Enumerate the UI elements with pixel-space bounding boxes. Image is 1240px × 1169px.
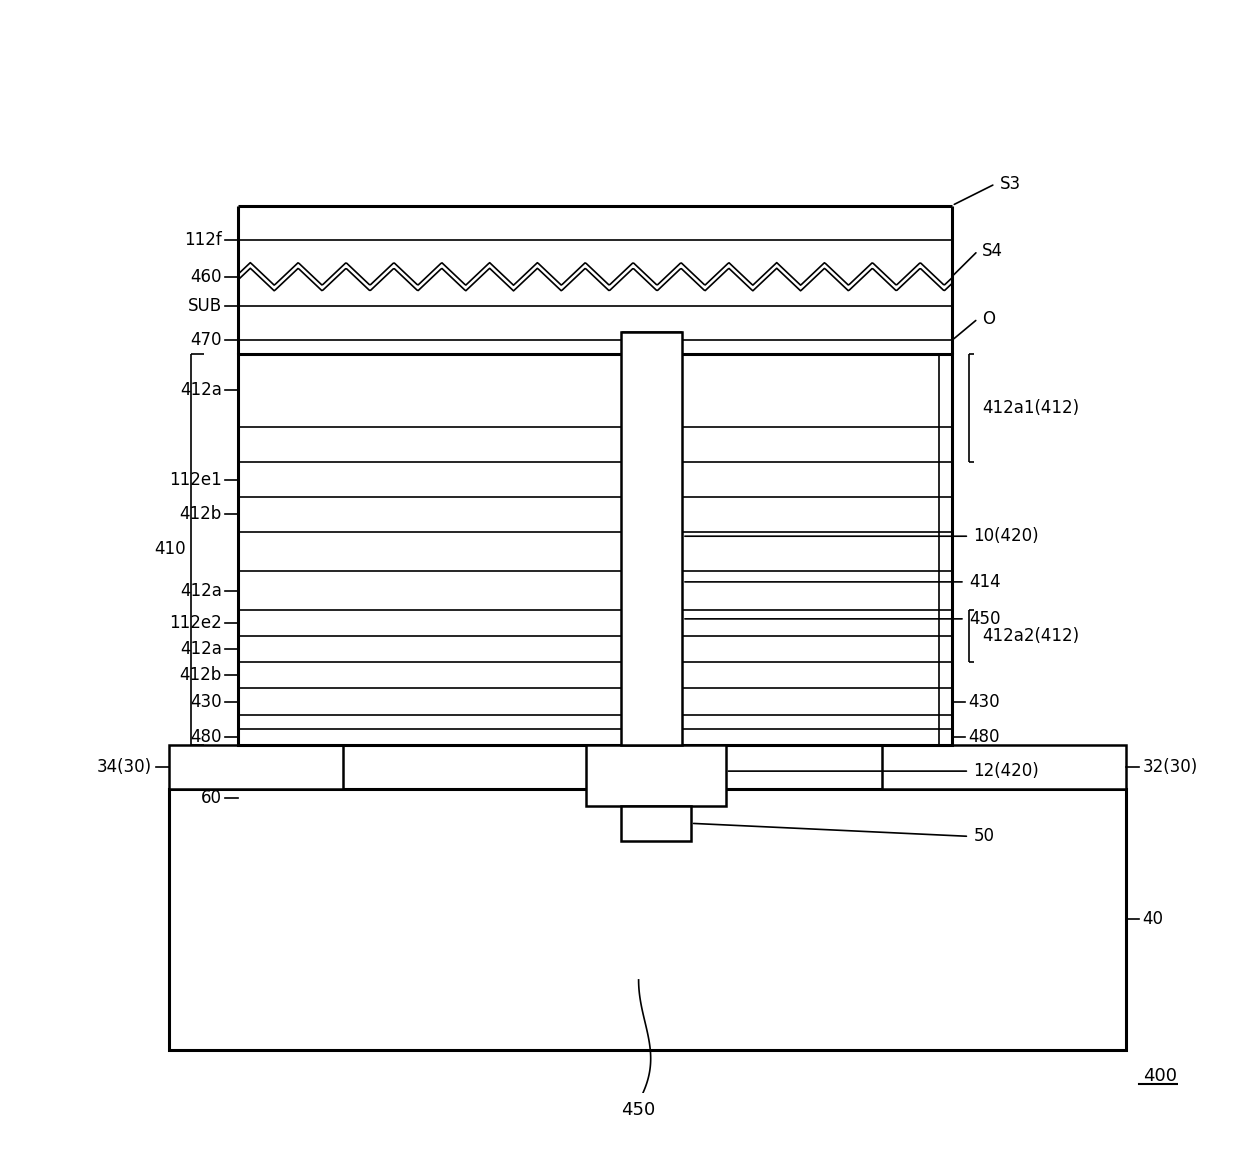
Text: 60: 60	[201, 789, 222, 807]
Text: 112e2: 112e2	[169, 614, 222, 632]
Text: 412a: 412a	[180, 641, 222, 658]
Text: 412a: 412a	[180, 381, 222, 400]
Text: S3: S3	[999, 175, 1021, 193]
Text: 34(30): 34(30)	[97, 758, 153, 776]
Text: 112e1: 112e1	[169, 471, 222, 489]
Text: 12(420): 12(420)	[973, 762, 1039, 780]
Text: S4: S4	[982, 242, 1003, 260]
Bar	[882, 745, 1126, 789]
Text: 412b: 412b	[180, 505, 222, 524]
Bar	[238, 353, 952, 745]
Bar	[621, 332, 682, 745]
Bar	[169, 745, 342, 789]
Text: O: O	[982, 310, 996, 327]
Text: 480: 480	[968, 728, 999, 746]
Bar	[587, 745, 725, 805]
Text: 470: 470	[191, 332, 222, 350]
Text: 112f: 112f	[184, 231, 222, 249]
Text: 480: 480	[191, 728, 222, 746]
Text: 10(420): 10(420)	[973, 527, 1039, 545]
Text: 400: 400	[1143, 1066, 1177, 1085]
Text: 430: 430	[968, 692, 999, 711]
Text: 412a: 412a	[180, 582, 222, 600]
Text: 450: 450	[970, 610, 1001, 628]
Bar	[621, 805, 691, 841]
Text: 412a1(412): 412a1(412)	[982, 399, 1079, 417]
Text: 412b: 412b	[180, 666, 222, 684]
Text: 32(30): 32(30)	[1142, 758, 1198, 776]
Text: 414: 414	[970, 573, 1001, 590]
Text: 50: 50	[973, 828, 994, 845]
Text: 40: 40	[1142, 909, 1163, 928]
Text: 430: 430	[190, 692, 222, 711]
Bar	[169, 789, 1126, 1050]
Text: 450: 450	[621, 1101, 656, 1120]
Text: SUB: SUB	[187, 297, 222, 314]
Text: 412a2(412): 412a2(412)	[982, 628, 1079, 645]
Text: 460: 460	[191, 268, 222, 285]
Text: 410: 410	[155, 540, 186, 559]
